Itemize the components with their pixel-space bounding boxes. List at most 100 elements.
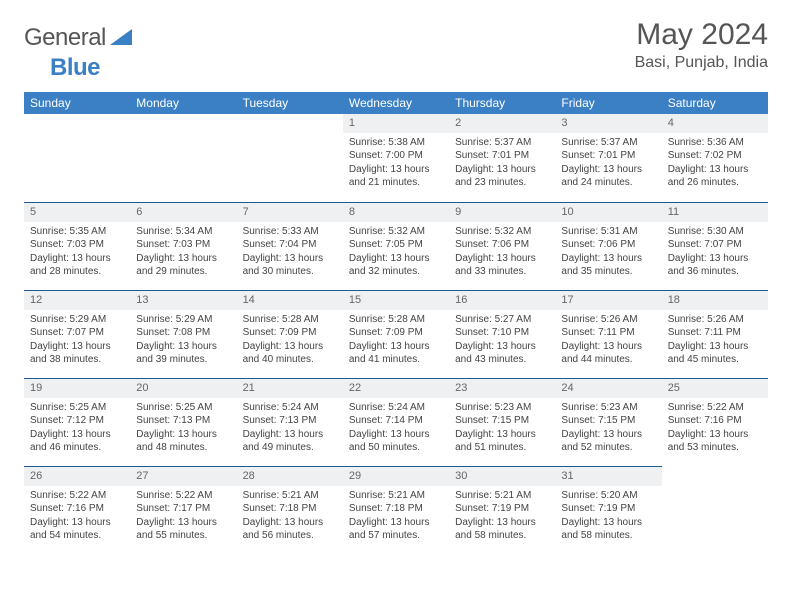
calendar-day-cell: 1Sunrise: 5:38 AMSunset: 7:00 PMDaylight… — [343, 114, 449, 202]
sunset-line: Sunset: 7:18 PM — [243, 502, 337, 516]
sunset-line: Sunset: 7:16 PM — [30, 502, 124, 516]
day-number: 10 — [555, 202, 661, 222]
calendar-body: 1Sunrise: 5:38 AMSunset: 7:00 PMDaylight… — [24, 114, 768, 554]
daylight-line: Daylight: 13 hours and 49 minutes. — [243, 428, 337, 455]
calendar-day-cell: 22 Sunrise: 5:24 AMSunset: 7:14 PMDayligh… — [343, 378, 449, 466]
daylight-line: Daylight: 13 hours and 44 minutes. — [561, 340, 655, 367]
daylight-line: Daylight: 13 hours and 50 minutes. — [349, 428, 443, 455]
daylight-line: Daylight: 13 hours and 53 minutes. — [668, 428, 762, 455]
sunset-line: Sunset: 7:07 PM — [30, 326, 124, 340]
calendar-day-cell: 15Sunrise: 5:28 AMSunset: 7:09 PMDayligh… — [343, 290, 449, 378]
calendar-day-cell: 9Sunrise: 5:32 AMSunset: 7:06 PMDaylight… — [449, 202, 555, 290]
calendar-day-cell: 14Sunrise: 5:28 AMSunset: 7:09 PMDayligh… — [237, 290, 343, 378]
day-content: Sunrise: 5:24 AMSunset: 7:13 PMDaylight:… — [237, 398, 343, 459]
daylight-line: Daylight: 13 hours and 21 minutes. — [349, 163, 443, 190]
calendar-day-cell: 30Sunrise: 5:21 AMSunset: 7:19 PMDayligh… — [449, 466, 555, 554]
day-content: Sunrise: 5:26 AMSunset: 7:11 PMDaylight:… — [555, 310, 661, 371]
daylight-line: Daylight: 13 hours and 26 minutes. — [668, 163, 762, 190]
calendar-day-cell: 27Sunrise: 5:22 AMSunset: 7:17 PMDayligh… — [130, 466, 236, 554]
day-content: Sunrise: 5:21 AMSunset: 7:19 PMDaylight:… — [449, 486, 555, 547]
day-number: 25 — [662, 378, 768, 398]
calendar-day-cell: 11Sunrise: 5:30 AMSunset: 7:07 PMDayligh… — [662, 202, 768, 290]
daylight-line: Daylight: 13 hours and 29 minutes. — [136, 252, 230, 279]
day-number: 16 — [449, 290, 555, 310]
daylight-line: Daylight: 13 hours and 57 minutes. — [349, 516, 443, 543]
sunset-line: Sunset: 7:03 PM — [30, 238, 124, 252]
daylight-line: Daylight: 13 hours and 54 minutes. — [30, 516, 124, 543]
day-number: 22 — [343, 378, 449, 398]
sunset-line: Sunset: 7:11 PM — [668, 326, 762, 340]
daylight-line: Daylight: 13 hours and 30 minutes. — [243, 252, 337, 279]
day-number: 4 — [662, 114, 768, 133]
day-number: 2 — [449, 114, 555, 133]
day-number: 18 — [662, 290, 768, 310]
day-header: Thursday — [449, 92, 555, 114]
day-content: Sunrise: 5:34 AMSunset: 7:03 PMDaylight:… — [130, 222, 236, 283]
daylight-line: Daylight: 13 hours and 39 minutes. — [136, 340, 230, 367]
sunset-line: Sunset: 7:03 PM — [136, 238, 230, 252]
daylight-line: Daylight: 13 hours and 36 minutes. — [668, 252, 762, 279]
sunrise-line: Sunrise: 5:24 AM — [349, 401, 443, 415]
calendar-header-row: SundayMondayTuesdayWednesdayThursdayFrid… — [24, 92, 768, 114]
day-number: 26 — [24, 466, 130, 486]
calendar-day-cell — [662, 466, 768, 554]
calendar-day-cell: 26Sunrise: 5:22 AMSunset: 7:16 PMDayligh… — [24, 466, 130, 554]
day-header: Friday — [555, 92, 661, 114]
sunrise-line: Sunrise: 5:37 AM — [561, 136, 655, 150]
day-content: Sunrise: 5:23 AMSunset: 7:15 PMDaylight:… — [555, 398, 661, 459]
calendar-table: SundayMondayTuesdayWednesdayThursdayFrid… — [24, 92, 768, 554]
daylight-line: Daylight: 13 hours and 58 minutes. — [455, 516, 549, 543]
sunrise-line: Sunrise: 5:23 AM — [455, 401, 549, 415]
day-number: 1 — [343, 114, 449, 133]
day-header: Monday — [130, 92, 236, 114]
sunrise-line: Sunrise: 5:20 AM — [561, 489, 655, 503]
sunset-line: Sunset: 7:14 PM — [349, 414, 443, 428]
day-content: Sunrise: 5:31 AMSunset: 7:06 PMDaylight:… — [555, 222, 661, 283]
sunrise-line: Sunrise: 5:22 AM — [668, 401, 762, 415]
day-content: Sunrise: 5:35 AMSunset: 7:03 PMDaylight:… — [24, 222, 130, 283]
sunrise-line: Sunrise: 5:30 AM — [668, 225, 762, 239]
calendar-day-cell — [130, 114, 236, 202]
calendar-week-row: 5Sunrise: 5:35 AMSunset: 7:03 PMDaylight… — [24, 202, 768, 290]
daylight-line: Daylight: 13 hours and 38 minutes. — [30, 340, 124, 367]
calendar-page: General May 2024 Basi, Punjab, India Blu… — [0, 0, 792, 564]
calendar-week-row: 12Sunrise: 5:29 AMSunset: 7:07 PMDayligh… — [24, 290, 768, 378]
day-content: Sunrise: 5:21 AMSunset: 7:18 PMDaylight:… — [237, 486, 343, 547]
calendar-day-cell: 5Sunrise: 5:35 AMSunset: 7:03 PMDaylight… — [24, 202, 130, 290]
day-content: Sunrise: 5:28 AMSunset: 7:09 PMDaylight:… — [343, 310, 449, 371]
sunrise-line: Sunrise: 5:21 AM — [455, 489, 549, 503]
day-number: 14 — [237, 290, 343, 310]
calendar-day-cell: 31Sunrise: 5:20 AMSunset: 7:19 PMDayligh… — [555, 466, 661, 554]
calendar-day-cell: 12Sunrise: 5:29 AMSunset: 7:07 PMDayligh… — [24, 290, 130, 378]
day-number: 3 — [555, 114, 661, 133]
sunrise-line: Sunrise: 5:26 AM — [561, 313, 655, 327]
day-number: 7 — [237, 202, 343, 222]
sunset-line: Sunset: 7:18 PM — [349, 502, 443, 516]
daylight-line: Daylight: 13 hours and 58 minutes. — [561, 516, 655, 543]
sunrise-line: Sunrise: 5:22 AM — [136, 489, 230, 503]
day-number: 6 — [130, 202, 236, 222]
sunrise-line: Sunrise: 5:21 AM — [349, 489, 443, 503]
daylight-line: Daylight: 13 hours and 28 minutes. — [30, 252, 124, 279]
daylight-line: Daylight: 13 hours and 23 minutes. — [455, 163, 549, 190]
brand-text-2: Blue — [50, 54, 100, 81]
day-number: 24 — [555, 378, 661, 398]
day-number: 21 — [237, 378, 343, 398]
brand-triangle-icon — [110, 27, 132, 50]
sunrise-line: Sunrise: 5:32 AM — [455, 225, 549, 239]
sunrise-line: Sunrise: 5:36 AM — [668, 136, 762, 150]
sunset-line: Sunset: 7:12 PM — [30, 414, 124, 428]
sunset-line: Sunset: 7:08 PM — [136, 326, 230, 340]
day-content: Sunrise: 5:29 AMSunset: 7:07 PMDaylight:… — [24, 310, 130, 371]
sunset-line: Sunset: 7:00 PM — [349, 149, 443, 163]
calendar-day-cell: 21Sunrise: 5:24 AMSunset: 7:13 PMDayligh… — [237, 378, 343, 466]
day-content: Sunrise: 5:36 AMSunset: 7:02 PMDaylight:… — [662, 133, 768, 194]
daylight-line: Daylight: 13 hours and 45 minutes. — [668, 340, 762, 367]
sunset-line: Sunset: 7:07 PM — [668, 238, 762, 252]
day-content: Sunrise: 5:37 AMSunset: 7:01 PMDaylight:… — [449, 133, 555, 194]
sunrise-line: Sunrise: 5:29 AM — [30, 313, 124, 327]
daylight-line: Daylight: 13 hours and 48 minutes. — [136, 428, 230, 455]
daylight-line: Daylight: 13 hours and 55 minutes. — [136, 516, 230, 543]
day-content: Sunrise: 5:27 AMSunset: 7:10 PMDaylight:… — [449, 310, 555, 371]
sunset-line: Sunset: 7:09 PM — [349, 326, 443, 340]
